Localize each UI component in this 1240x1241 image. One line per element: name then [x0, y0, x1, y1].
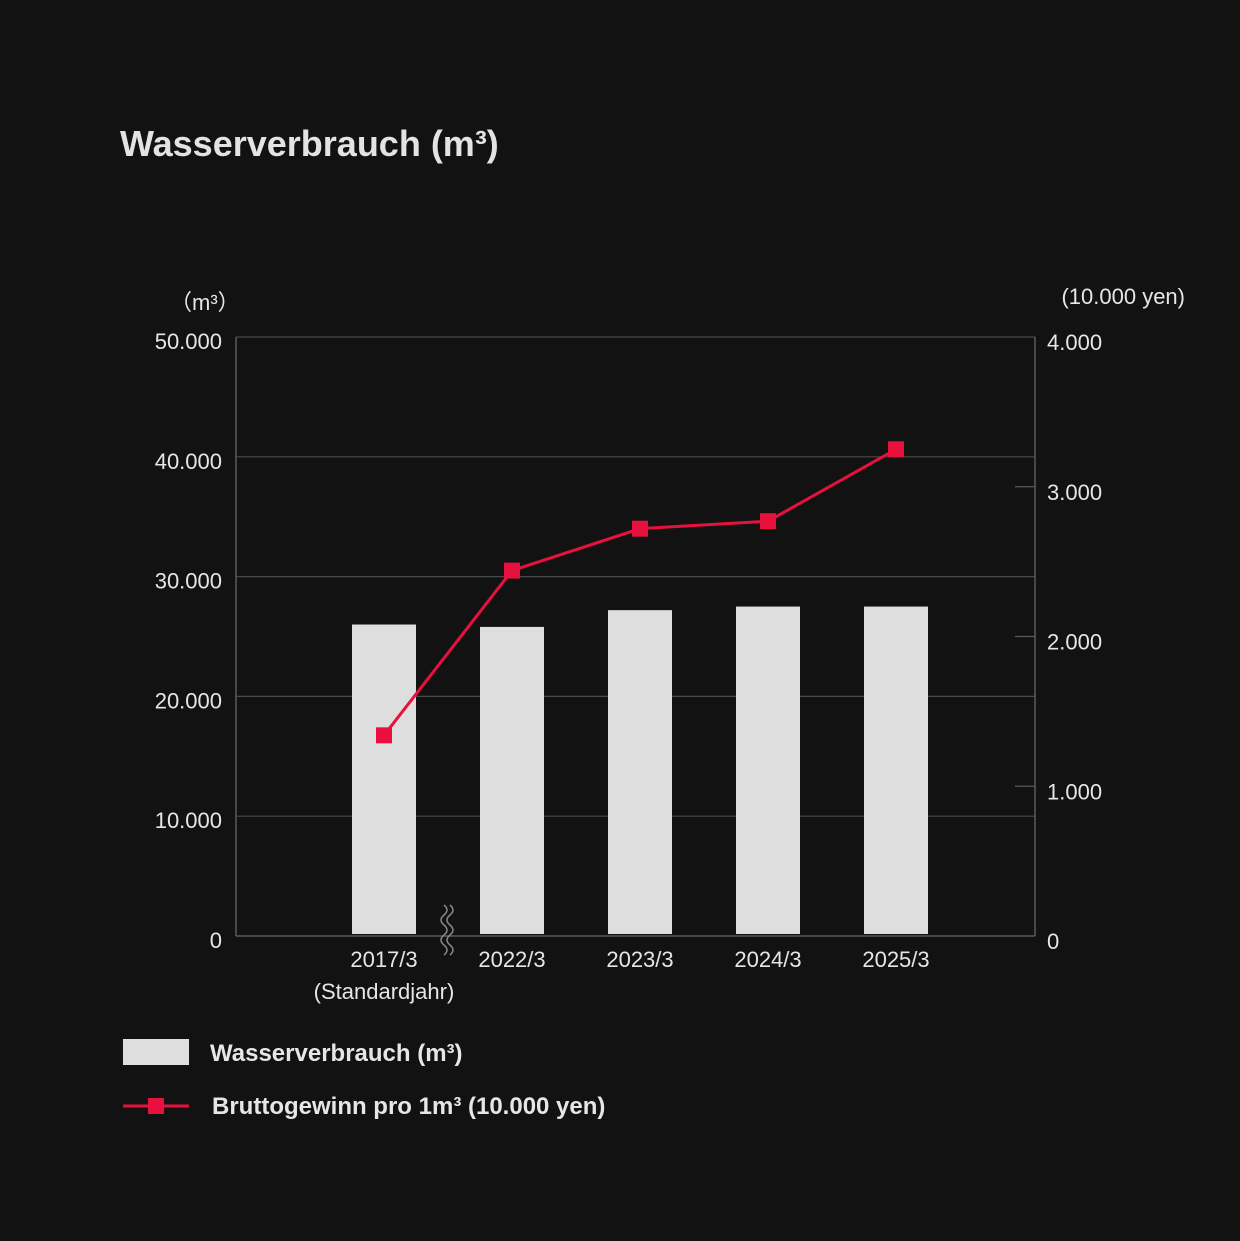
left-tick-label-3: 30.000 — [155, 569, 222, 594]
category-label-4: 2025/3 — [862, 947, 929, 972]
category-labels: 2017/3 (Standardjahr) 2022/3 2023/3 2024/3 20… — [314, 947, 930, 1004]
line-point-2017/3 — [376, 727, 392, 744]
line-point-2022/3 — [504, 562, 520, 579]
bar-2022/3 — [480, 626, 544, 934]
left-tick-label-2: 20.000 — [155, 688, 222, 713]
bar-2023/3 — [608, 610, 672, 934]
category-label-1: 2022/3 — [478, 947, 545, 972]
bar-series — [352, 606, 928, 934]
chart-title: Wasserverbrauch (m³) — [120, 123, 499, 164]
line-series — [376, 441, 904, 744]
line-point-2025/3 — [888, 441, 904, 458]
right-tick-label-3: 3.000 — [1047, 480, 1102, 505]
left-tick-label-4: 40.000 — [155, 449, 222, 474]
right-tick-label-2: 2.000 — [1047, 630, 1102, 655]
axis-break-icon — [440, 904, 454, 956]
category-sublabel-0: (Standardjahr) — [314, 979, 455, 1004]
legend-swatch-bar — [123, 1039, 189, 1065]
right-tick-label-4: 4.000 — [1047, 330, 1102, 355]
bar-2017/3 — [352, 624, 416, 934]
bar-2024/3 — [736, 606, 800, 934]
category-label-0: 2017/3 — [350, 947, 417, 972]
legend-label-gross-profit: Bruttogewinn pro 1m³ (10.000 yen) — [212, 1093, 605, 1120]
category-label-2: 2023/3 — [606, 947, 673, 972]
right-axis-unit-label: (10.000 yen) — [1061, 284, 1185, 309]
axes — [235, 337, 1036, 937]
right-tick-label-0: 0 — [1047, 929, 1059, 954]
legend-swatch-marker — [148, 1098, 164, 1114]
line-point-2024/3 — [760, 513, 776, 530]
left-tick-label-0: 0 — [210, 928, 222, 953]
line-point-2023/3 — [632, 520, 648, 537]
right-tick-label-1: 1.000 — [1047, 779, 1102, 804]
left-tick-label-1: 10.000 — [155, 808, 222, 833]
category-label-3: 2024/3 — [734, 947, 801, 972]
left-axis-unit-label: （m³） — [170, 290, 240, 315]
left-tick-label-5: 50.000 — [155, 329, 222, 354]
tick-labels: 0 10.000 20.000 30.000 40.000 50.000 0 1.000 2.0… — [155, 329, 1102, 954]
bar-2025/3 — [864, 606, 928, 934]
legend-label-water-consumption: Wasserverbrauch (m³) — [210, 1040, 463, 1067]
